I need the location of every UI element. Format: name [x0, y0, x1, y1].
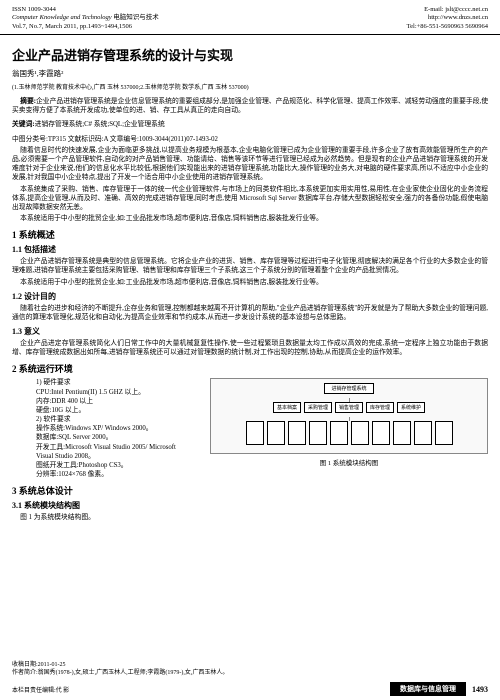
keywords-text: 进销存管理系统;C# 系统;SQL;企业管理系统	[35, 121, 165, 128]
mid-box: 基本档案	[273, 402, 301, 413]
affiliation: (1.玉林师范学院 教育技术中心,广西 玉林 537000;2.玉林师范学院 数…	[0, 82, 500, 91]
hw-label: 1) 硬件要求	[36, 378, 190, 387]
keywords-block: 关键词:进销存管理系统;C# 系统;SQL;企业管理系统	[0, 120, 500, 129]
author-bio: 作者简介:翁国秀(1978-),女,硕士,广西玉林人,工程师;李霞路(1979-…	[12, 670, 488, 678]
vol-info: Vol.7, No.7, March 2011, pp.1493~1494,15…	[12, 23, 159, 31]
env-column: 1) 硬件要求 CPU:Intel Pentium(II) 1.5 GHZ 以上…	[12, 378, 202, 524]
ram: 内存:DDR 400 以上	[36, 397, 190, 406]
leaf-box	[414, 421, 432, 445]
abstract-label: 摘要:	[20, 98, 36, 105]
diagram-column: 进销存管理系统 基本档案 采购管理 销售管理 库存管理 系统维护	[210, 378, 488, 524]
leaf-box	[288, 421, 306, 445]
page-number: 1493	[472, 685, 488, 694]
leaf-box	[351, 421, 369, 445]
column-tab: 数据库与信息管理	[390, 682, 466, 696]
module-diagram: 进销存管理系统 基本档案 采购管理 销售管理 库存管理 系统维护	[210, 378, 488, 454]
s11-p1: 企业产品进销存管理系统是典型的信息管理系统。它将企业产业的进货、销售、库存管理等…	[12, 257, 488, 275]
section-2: 2 系统运行环境	[0, 362, 500, 375]
journal-zh: 电脑知识与技术	[113, 14, 159, 21]
mid-box: 销售管理	[335, 402, 363, 413]
two-column: 1) 硬件要求 CPU:Intel Pentium(II) 1.5 GHZ 以上…	[0, 378, 500, 524]
db: 数据库:SQL Server 2000。	[36, 433, 190, 442]
section-3-1: 3.1 系统模块结构图	[12, 500, 202, 511]
intro-p2: 本系统集成了采购、销售、库存管理于一体的统一代企业管理软件,与市场上的同类软件相…	[12, 185, 488, 213]
s11-p2: 本系统适用于中小型的批贸企业,如:工业品批发市场,超市便利店,音像店,饲料销售店…	[12, 278, 488, 287]
section-1-1: 1.1 包括描述	[0, 244, 500, 255]
leaf-box	[435, 421, 453, 445]
keywords-label: 关键词:	[12, 121, 35, 128]
email: E-mail: jslt@cccc.net.cn	[407, 6, 488, 14]
header-left: ISSN 1009-3044 Computer Knowledge and Te…	[12, 6, 159, 31]
resolution: 分辨率:1024×768 像素。	[36, 470, 190, 479]
diagram-mid-row: 基本档案 采购管理 销售管理 库存管理 系统维护	[215, 402, 483, 413]
leaf-box	[246, 421, 264, 445]
intro-p1: 随着信息时代的快速发展,企业为面临更多挑战,以提高业务规模为根基本,企业电脑化管…	[12, 146, 488, 183]
mid-box: 系统维护	[397, 402, 425, 413]
tel: Tel:+86-551-5690963 5690964	[407, 23, 488, 31]
cpu: CPU:Intel Pentium(II) 1.5 GHZ 以上。	[36, 388, 190, 397]
header-right: E-mail: jslt@cccc.net.cn http://www.dnzs…	[407, 6, 488, 31]
hdd: 硬盘:10G 以上。	[36, 406, 190, 415]
section-1-2: 1.2 设计目的	[0, 291, 500, 302]
journal-en: Computer Knowledge and Technology	[12, 14, 112, 21]
s13-block: 企业产品进定存管理系统简化人们日常工作中的大量机械复复性操作,使一些过程繁琐且数…	[0, 339, 500, 357]
authors: 翁国秀¹,李霞路²	[0, 68, 500, 79]
abstract-block: 摘要:企业产品进销存管理系统是企业信息管理系统的重要组成部分,是加强企业管理、产…	[0, 97, 500, 115]
diagram-leaf-row	[215, 421, 483, 445]
section-3: 3 系统总体设计	[12, 484, 202, 497]
abstract-text: 企业产品进销存管理系统是企业信息管理系统的重要组成部分,是加强企业管理、产品规范…	[12, 98, 488, 114]
mid-box: 采购管理	[304, 402, 332, 413]
s12-block: 随着社会的进步和经济的不断提升,企存业务和管理,控制都越来越离不开计算机的帮助,…	[0, 304, 500, 322]
s12-p: 随着社会的进步和经济的不断提升,企存业务和管理,控制都越来越离不开计算机的帮助,…	[12, 304, 488, 322]
section-1: 1 系统概述	[0, 228, 500, 241]
dev: 开发工具:Microsoft Visual Studio 2005/ Micro…	[36, 443, 190, 461]
page-footer: 收稿日期:2011-01-25 作者简介:翁国秀(1978-),女,硕士,广西玉…	[0, 658, 500, 700]
classification-row: 中图分类号:TP315 文献标识码:A 文章编号:1009-3044(2011)…	[0, 133, 500, 143]
diagram-root: 进销存管理系统	[324, 383, 374, 394]
s11-block: 企业产品进销存管理系统是典型的信息管理系统。它将企业产业的进货、销售、库存管理等…	[0, 257, 500, 287]
sw-label: 2) 软件要求	[36, 415, 190, 424]
leaf-box	[372, 421, 390, 445]
section-1-3: 1.3 意义	[0, 326, 500, 337]
intro-block: 随着信息时代的快速发展,企业为面临更多挑战,以提高业务规模为根基本,企业电脑化管…	[0, 146, 500, 223]
s31-text: 图 1 为系统模块结构图。	[12, 513, 202, 522]
mid-box: 库存管理	[366, 402, 394, 413]
url: http://www.dnzs.net.cn	[407, 14, 488, 22]
other-tool: 图纸开发工具:Photoshop CS3。	[36, 461, 190, 470]
intro-p3: 本系统适用于中小型的批贸企业,如:工业品批发市场,超市便利店,音像店,饲料销售店…	[12, 214, 488, 223]
editor: 本栏目责任编辑:代 影	[12, 685, 69, 694]
page-header: ISSN 1009-3044 Computer Knowledge and Te…	[0, 0, 500, 35]
os: 操作系统:Windows XP/ Windows 2000。	[36, 424, 190, 433]
leaf-box	[309, 421, 327, 445]
paper-title: 企业产品进销存管理系统的设计与实现	[0, 45, 500, 64]
leaf-box	[330, 421, 348, 445]
leaf-box	[267, 421, 285, 445]
s13-p: 企业产品进定存管理系统简化人们日常工作中的大量机械复复性操作,使一些过程繁琐且数…	[12, 339, 488, 357]
leaf-box	[393, 421, 411, 445]
diagram-caption: 图 1 系统模块结构图	[210, 457, 488, 467]
